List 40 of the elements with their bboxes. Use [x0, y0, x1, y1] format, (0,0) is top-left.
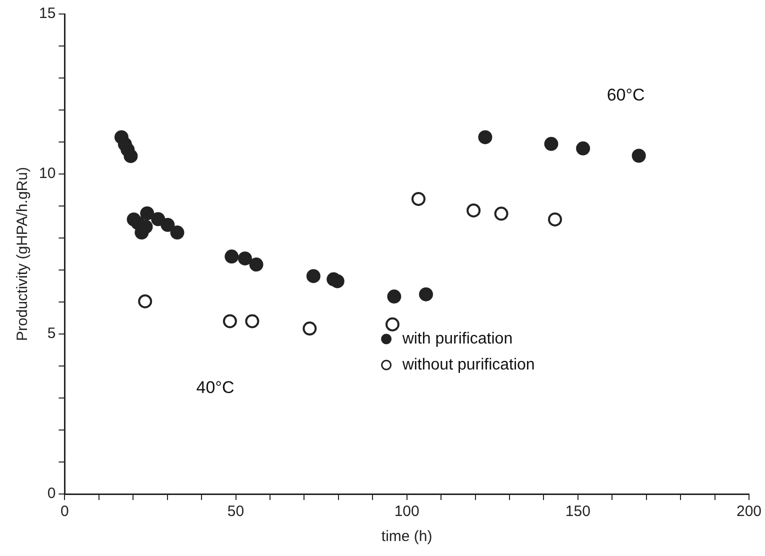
point — [632, 148, 646, 163]
point — [478, 130, 492, 144]
point — [151, 212, 166, 226]
annotation: 60°C — [606, 85, 645, 104]
point — [124, 149, 138, 164]
y-tick-label: 5 — [47, 325, 56, 342]
point — [224, 250, 239, 264]
x-tick-label: 50 — [227, 503, 244, 520]
y-tick-label: 15 — [38, 5, 56, 22]
point — [544, 136, 558, 151]
point — [419, 287, 434, 302]
point — [385, 317, 400, 332]
y-tick-label: 0 — [47, 485, 56, 502]
y-tick-label: 10 — [38, 165, 56, 182]
point — [302, 322, 317, 336]
point — [466, 203, 481, 218]
point — [222, 314, 237, 328]
point — [548, 212, 562, 226]
point — [330, 274, 344, 288]
x-tick-label: 200 — [736, 503, 762, 520]
legend-label: with purification — [401, 330, 513, 348]
point — [411, 192, 426, 206]
point — [160, 218, 175, 232]
point — [306, 269, 320, 284]
legend-label: without purification — [401, 356, 535, 374]
point — [387, 290, 402, 304]
x-axis-title: time (h) — [381, 528, 432, 546]
point — [494, 206, 508, 221]
annotation: 40°C — [196, 378, 234, 398]
point — [249, 258, 264, 272]
point — [245, 314, 260, 328]
point — [138, 294, 152, 308]
point — [238, 251, 252, 266]
x-tick-label: 150 — [565, 503, 590, 520]
point — [576, 141, 590, 156]
point — [170, 226, 184, 240]
x-tick-label: 0 — [60, 503, 69, 520]
y-axis-title: Productivity (gHPA/h.gRu) — [14, 167, 32, 341]
point — [140, 206, 154, 220]
x-tick-label: 100 — [394, 503, 420, 520]
